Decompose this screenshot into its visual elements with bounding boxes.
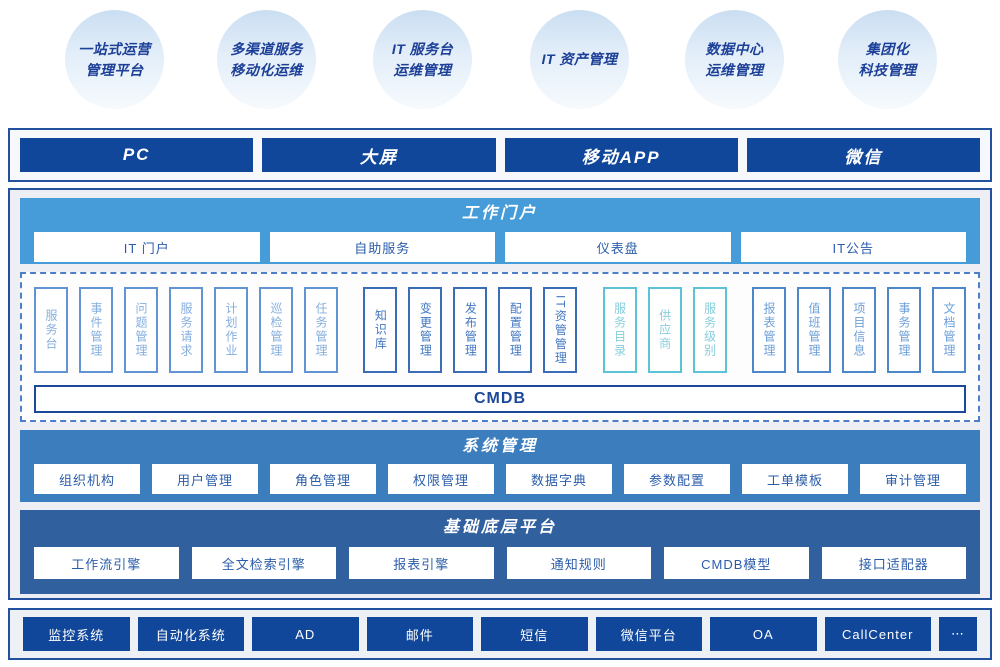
sys-ticket-template: 工单模板 <box>742 464 848 494</box>
int-more-ellipsis: ⋯ <box>939 617 977 651</box>
integrations-bar: 监控系统 自动化系统 AD 邮件 短信 微信平台 OA CallCenter ⋯ <box>8 608 992 660</box>
bubble-it-asset-mgmt: IT 资产管理 <box>530 10 629 109</box>
portal-it-announcement: IT公告 <box>740 232 966 262</box>
module-group-admin: 报表管理 值班管理 项目信息 事务管理 文档管理 <box>751 287 966 373</box>
sys-role-mgmt: 角色管理 <box>270 464 376 494</box>
platform-container: 工作门户 IT 门户 自助服务 仪表盘 IT公告 服务台 事件管理 问题管理 服… <box>8 188 992 600</box>
bubble-it-service-desk: IT 服务台 运维管理 <box>373 10 472 109</box>
work-portal-items: IT 门户 自助服务 仪表盘 IT公告 <box>34 232 966 262</box>
module-it-asset-mgmt: IT资管管理 <box>543 287 578 373</box>
plat-notification-rules: 通知规则 <box>506 547 651 579</box>
sys-user-mgmt: 用户管理 <box>152 464 258 494</box>
module-service-catalog: 服务目录 <box>602 287 637 373</box>
system-mgmt-items: 组织机构 用户管理 角色管理 权限管理 数据字典 参数配置 工单模板 审计管理 <box>34 464 966 494</box>
module-problem-mgmt: 问题管理 <box>124 287 158 373</box>
module-change-mgmt: 变更管理 <box>408 287 443 373</box>
module-project-info: 项目信息 <box>841 287 876 373</box>
bubble-multichannel-mobile-ops: 多渠道服务 移动化运维 <box>217 10 316 109</box>
plat-report-engine: 报表引擎 <box>349 547 494 579</box>
module-supplier: 供应商 <box>647 287 682 373</box>
module-group-service-catalog: 服务目录 供应商 服务级别 <box>602 287 727 373</box>
module-incident-mgmt: 事件管理 <box>79 287 113 373</box>
bubble-one-stop-ops: 一站式运营 管理平台 <box>65 10 164 109</box>
cmdb-bar: CMDB <box>34 385 966 413</box>
module-affair-mgmt: 事务管理 <box>886 287 921 373</box>
base-platform-section: 基础底层平台 工作流引擎 全文检索引擎 报表引擎 通知规则 CMDB模型 接口适… <box>20 510 980 594</box>
module-document-mgmt: 文档管理 <box>931 287 966 373</box>
sys-audit-mgmt: 审计管理 <box>860 464 966 494</box>
int-wechat-platform: 微信平台 <box>595 617 702 651</box>
base-platform-items: 工作流引擎 全文检索引擎 报表引擎 通知规则 CMDB模型 接口适配器 <box>34 547 966 579</box>
module-release-mgmt: 发布管理 <box>453 287 488 373</box>
portal-it-portal: IT 门户 <box>34 232 260 262</box>
int-sms: 短信 <box>481 617 588 651</box>
channel-wechat: 微信 <box>746 138 980 172</box>
sys-permission-mgmt: 权限管理 <box>388 464 494 494</box>
sys-parameter-config: 参数配置 <box>624 464 730 494</box>
channel-mobile-app: 移动APP <box>504 138 738 172</box>
int-oa: OA <box>710 617 817 651</box>
modules-row: 服务台 事件管理 问题管理 服务请求 计划作业 巡检管理 任务管理 知识库 变更… <box>34 287 966 373</box>
module-service-request: 服务请求 <box>169 287 203 373</box>
system-mgmt-section: 系统管理 组织机构 用户管理 角色管理 权限管理 数据字典 参数配置 工单模板 … <box>20 430 980 502</box>
channel-bigscreen: 大屏 <box>262 138 496 172</box>
int-email: 邮件 <box>366 617 473 651</box>
module-planned-job: 计划作业 <box>214 287 248 373</box>
module-group-itsm-core: 服务台 事件管理 问题管理 服务请求 计划作业 巡检管理 任务管理 <box>34 287 338 373</box>
plat-interface-adapter: 接口适配器 <box>821 547 966 579</box>
module-group-change-config: 知识库 变更管理 发布管理 配置管理 IT资管管理 <box>363 287 578 373</box>
int-automation-system: 自动化系统 <box>137 617 244 651</box>
bubble-datacenter-ops: 数据中心 运维管理 <box>685 10 784 109</box>
module-config-mgmt: 配置管理 <box>498 287 533 373</box>
base-platform-title: 基础底层平台 <box>442 519 557 536</box>
channel-pc: PC <box>20 138 254 172</box>
int-ad: AD <box>252 617 359 651</box>
module-duty-mgmt: 值班管理 <box>796 287 831 373</box>
work-portal-title: 工作门户 <box>461 205 538 222</box>
module-report-mgmt: 报表管理 <box>751 287 786 373</box>
module-task-mgmt: 任务管理 <box>304 287 338 373</box>
sys-data-dictionary: 数据字典 <box>506 464 612 494</box>
portal-self-service: 自助服务 <box>269 232 495 262</box>
plat-cmdb-model: CMDB模型 <box>664 547 809 579</box>
portal-dashboard: 仪表盘 <box>505 232 731 262</box>
system-mgmt-title: 系统管理 <box>461 438 538 455</box>
work-portal-section: 工作门户 IT 门户 自助服务 仪表盘 IT公告 <box>20 198 980 264</box>
sys-organization: 组织机构 <box>34 464 140 494</box>
channels-bar: PC 大屏 移动APP 微信 <box>8 128 992 182</box>
module-inspection-mgmt: 巡检管理 <box>259 287 293 373</box>
int-callcenter: CallCenter <box>824 617 931 651</box>
int-monitoring-system: 监控系统 <box>23 617 130 651</box>
plat-workflow-engine: 工作流引擎 <box>34 547 179 579</box>
module-service-level: 服务级别 <box>692 287 727 373</box>
bubble-group-tech-mgmt: 集团化 科技管理 <box>838 10 937 109</box>
plat-fulltext-search-engine: 全文检索引擎 <box>191 547 336 579</box>
modules-section: 服务台 事件管理 问题管理 服务请求 计划作业 巡检管理 任务管理 知识库 变更… <box>20 272 980 422</box>
module-knowledge-base: 知识库 <box>363 287 398 373</box>
module-service-desk: 服务台 <box>34 287 68 373</box>
